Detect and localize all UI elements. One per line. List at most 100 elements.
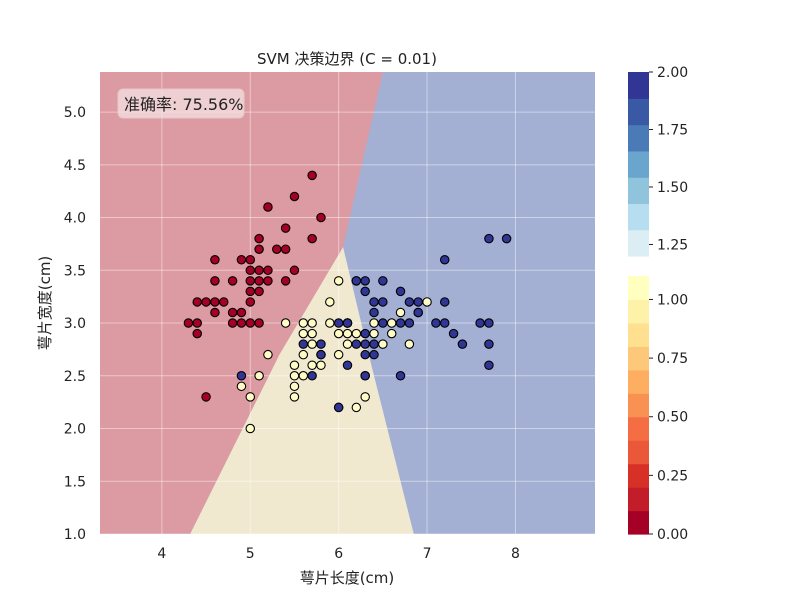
y-tick-label: 3.0 xyxy=(64,316,86,332)
data-point-class0 xyxy=(192,297,202,307)
data-point-class2 xyxy=(484,233,494,244)
data-point-class1 xyxy=(386,328,397,339)
data-point-class0 xyxy=(236,255,247,265)
accuracy-annotation: 准确率: 75.56% xyxy=(117,88,245,119)
y-tick-label: 4.0 xyxy=(64,211,86,227)
data-point-class2 xyxy=(369,349,379,360)
data-point-class0 xyxy=(245,318,256,328)
data-point-class2 xyxy=(484,360,494,370)
x-tick-label: 4 xyxy=(157,546,166,562)
data-point-class0 xyxy=(280,223,291,233)
data-point-class0 xyxy=(254,244,264,254)
colorbar-swatch xyxy=(628,510,649,535)
x-axis-label: 萼片长度(cm) xyxy=(300,569,395,587)
data-point-class2 xyxy=(395,318,406,328)
data-point-class0 xyxy=(192,318,202,328)
y-tick-label: 4.5 xyxy=(64,158,86,174)
data-point-class2 xyxy=(431,318,441,328)
decision-regions xyxy=(100,72,595,534)
data-point-class2 xyxy=(501,233,512,244)
colorbar-tick-label: 2.00 xyxy=(657,65,688,81)
data-point-class1 xyxy=(369,318,379,328)
data-point-class1 xyxy=(280,318,291,328)
data-point-class2 xyxy=(333,402,344,413)
data-point-class0 xyxy=(307,233,317,244)
data-point-class0 xyxy=(254,233,264,244)
data-point-class2 xyxy=(404,318,415,328)
data-point-class1 xyxy=(307,360,317,370)
y-tick-label: 1.5 xyxy=(64,474,86,490)
scatter-points xyxy=(183,170,512,434)
colorbar-swatch xyxy=(628,72,649,99)
accuracy-box xyxy=(117,88,245,119)
x-axis-ticks: 4 5 6 7 8 xyxy=(157,546,519,562)
data-point-class0 xyxy=(210,297,220,307)
colorbar-tick-label: 0.50 xyxy=(657,410,688,426)
x-tick-label: 5 xyxy=(246,546,255,562)
region-class0 xyxy=(100,72,383,534)
data-point-class2 xyxy=(413,307,423,318)
y-axis-label: 萼片宽度(cm) xyxy=(36,256,54,351)
colorbar-class0-1: 0.00 0.25 0.50 0.75 1.00 xyxy=(628,276,688,543)
data-point-class2 xyxy=(395,371,406,381)
data-point-class1 xyxy=(360,392,370,402)
region-class1 xyxy=(190,247,414,534)
colorbar-swatch xyxy=(628,369,649,394)
data-point-class0 xyxy=(254,276,264,286)
data-point-class0 xyxy=(227,307,238,318)
data-point-class0 xyxy=(192,328,202,339)
data-point-class0 xyxy=(227,318,238,328)
data-point-class0 xyxy=(236,318,247,328)
colorbar-tick-label: 1.75 xyxy=(657,123,688,139)
data-point-class2 xyxy=(360,276,370,286)
data-point-class2 xyxy=(439,255,450,265)
data-point-class1 xyxy=(263,349,273,360)
data-point-class0 xyxy=(254,286,264,297)
data-point-class2 xyxy=(369,339,379,349)
colorbar-tick-label: 1.25 xyxy=(657,238,688,254)
colorbar-tick-label: 0.25 xyxy=(657,468,688,484)
data-point-class1 xyxy=(342,339,353,349)
y-tick-label: 3.5 xyxy=(64,263,86,279)
data-point-class1 xyxy=(245,423,256,434)
data-point-class1 xyxy=(422,297,432,307)
colorbar-swatch xyxy=(628,124,649,152)
colorbar-tick-label: 1.00 xyxy=(657,292,688,308)
colorbar-swatch xyxy=(628,177,649,205)
data-point-class2 xyxy=(342,360,353,370)
data-point-class2 xyxy=(236,371,247,381)
colorbar-swatch xyxy=(628,393,649,418)
data-point-class1 xyxy=(386,318,397,328)
data-point-class0 xyxy=(254,318,264,328)
data-point-class0 xyxy=(272,244,282,254)
data-point-class0 xyxy=(245,255,256,265)
plot-area xyxy=(100,72,595,534)
data-point-class1 xyxy=(289,360,300,370)
data-point-class0 xyxy=(254,265,264,276)
data-point-class1 xyxy=(307,318,317,328)
accuracy-text: 准确率: 75.56% xyxy=(124,95,244,114)
chart-title: SVM 决策边界 (C = 0.01) xyxy=(257,50,437,68)
data-point-class1 xyxy=(333,328,344,339)
colorbar-swatch xyxy=(628,229,649,257)
data-point-class0 xyxy=(263,265,273,276)
data-point-class2 xyxy=(360,286,370,297)
data-point-class1 xyxy=(378,339,388,349)
y-tick-label: 1.0 xyxy=(64,527,86,543)
x-tick-label: 6 xyxy=(334,546,343,562)
data-point-class2 xyxy=(484,318,494,328)
data-point-class2 xyxy=(360,371,370,381)
data-point-class2 xyxy=(413,297,423,307)
data-point-class2 xyxy=(448,328,459,339)
colorbar-tick-label: 0.75 xyxy=(657,351,688,367)
data-point-class0 xyxy=(289,191,300,202)
x-tick-label: 8 xyxy=(511,546,520,562)
colorbar-swatch xyxy=(628,98,649,126)
data-point-class0 xyxy=(280,244,291,254)
data-point-class0 xyxy=(307,170,317,181)
data-point-class0 xyxy=(201,392,211,402)
colorbar-swatch xyxy=(628,416,649,441)
data-point-class1 xyxy=(298,349,309,360)
data-point-class2 xyxy=(316,349,326,360)
data-point-class2 xyxy=(351,339,362,349)
